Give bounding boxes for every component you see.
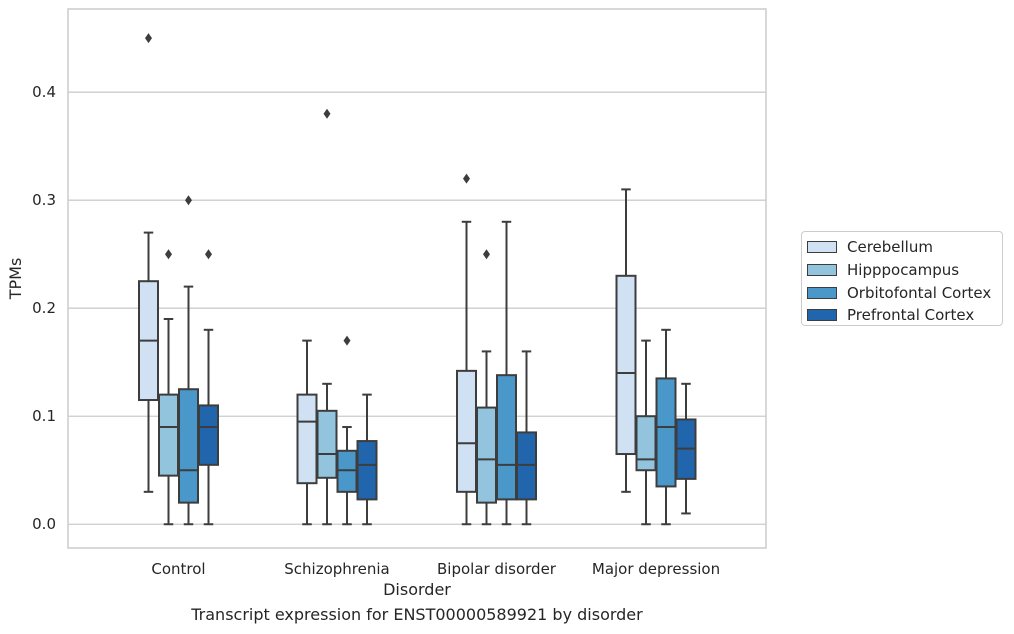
outlier-point — [185, 195, 192, 206]
box-iqr — [296, 393, 318, 485]
box-iqr — [516, 431, 537, 501]
box-orbitofontal-cortex — [336, 335, 358, 526]
y-axis-label: TPMs — [6, 258, 25, 301]
box-prefrontal-cortex — [516, 350, 537, 526]
legend-item: Prefrontal Cortex — [807, 304, 1002, 327]
box-iqr — [158, 393, 179, 477]
legend-item: Orbitofontal Cortex — [807, 281, 1002, 304]
box-iqr — [496, 374, 517, 501]
plot-frame — [67, 8, 767, 549]
box-iqr — [476, 406, 497, 504]
x-axis-label: Disorder — [383, 580, 451, 599]
y-tick-label: 0.2 — [32, 299, 56, 317]
x-tick-label: Major depression — [592, 560, 720, 578]
box-iqr — [456, 369, 477, 493]
outlier-point — [205, 249, 212, 260]
box-iqr — [615, 274, 637, 456]
box-prefrontal-cortex — [675, 382, 697, 515]
x-tick-label: Schizophrenia — [284, 560, 389, 578]
outlier-point — [323, 108, 331, 119]
x-tick-labels: Control Schizophrenia Bipolar disorder Majo… — [151, 560, 720, 578]
box-iqr — [316, 409, 338, 479]
legend: Cerebellum Hipppocampus Orbitofontal Corte… — [801, 231, 1003, 326]
legend-swatch — [807, 309, 837, 322]
outlier-point — [165, 249, 172, 260]
outlier-point — [483, 249, 490, 260]
legend-item: Cerebellum — [807, 236, 1002, 259]
y-tick-label: 0.0 — [32, 515, 56, 533]
legend-label: Cerebellum — [847, 238, 933, 257]
legend-label: Orbitofontal Cortex — [847, 283, 992, 302]
outlier-point — [343, 335, 351, 346]
box-orbitofontal-cortex — [178, 195, 199, 526]
box-cerebellum — [296, 339, 318, 526]
y-tick-label: 0.4 — [32, 83, 56, 101]
box-iqr — [655, 377, 677, 488]
y-tick-labels: 0.0 0.1 0.2 0.3 0.4 — [32, 83, 56, 533]
x-tick-label: Control — [151, 560, 205, 578]
box-iqr — [356, 440, 378, 501]
box-cerebellum — [615, 188, 637, 493]
outlier-point — [463, 173, 470, 184]
box-orbitofontal-cortex — [655, 328, 677, 526]
legend-item: Hipppocampus — [807, 259, 1002, 282]
legend-swatch — [807, 286, 837, 299]
y-tick-label: 0.3 — [32, 191, 56, 209]
box-hipppocampus — [476, 249, 497, 526]
legend-swatch — [807, 264, 837, 277]
legend-label: Hipppocampus — [847, 261, 960, 280]
box-iqr — [336, 449, 358, 493]
box-iqr — [198, 404, 219, 466]
figure-caption: Transcript expression for ENST0000058992… — [191, 605, 643, 624]
box-hipppocampus — [316, 108, 338, 526]
box-iqr — [178, 388, 199, 504]
box-hipppocampus — [158, 249, 179, 526]
box-orbitofontal-cortex — [496, 220, 517, 526]
box-prefrontal-cortex — [356, 393, 378, 526]
outlier-point — [145, 33, 152, 44]
legend-swatch — [807, 241, 837, 254]
box-cerebellum — [138, 33, 159, 493]
x-tick-label: Bipolar disorder — [437, 560, 557, 578]
legend-label: Prefrontal Cortex — [847, 306, 975, 325]
box-prefrontal-cortex — [198, 249, 219, 526]
box-hipppocampus — [635, 339, 657, 526]
box-iqr — [635, 415, 657, 472]
y-tick-label: 0.1 — [32, 407, 56, 425]
box-groups — [138, 33, 697, 526]
box-cerebellum — [456, 173, 477, 526]
